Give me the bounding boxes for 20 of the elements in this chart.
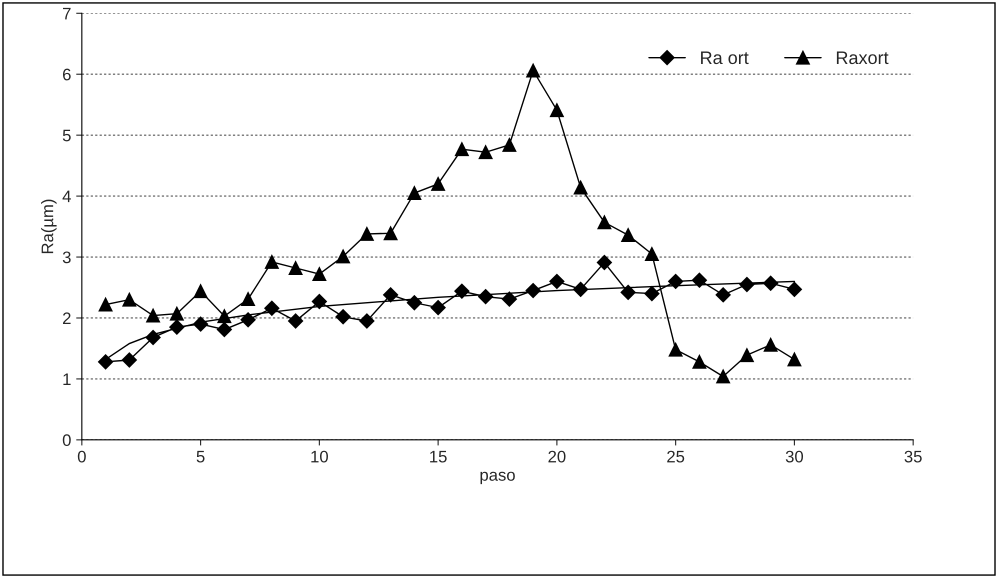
x-tick-label: 25	[667, 450, 684, 463]
x-tick-label: 20	[548, 450, 566, 463]
legend-label: Raxort	[836, 52, 888, 64]
y-tick-label: 1	[63, 373, 71, 385]
x-axis-title: paso	[480, 472, 515, 484]
y-tick-label: 3	[62, 251, 71, 264]
x-tick-label: 0	[78, 450, 86, 463]
x-tick-label: 35	[904, 450, 922, 463]
y-tick-label: 7	[63, 8, 71, 20]
y-axis-title: Ra(µm)	[41, 200, 57, 254]
y-tick-label: 6	[62, 68, 71, 80]
y-tick-label: 4	[62, 190, 71, 202]
x-tick-label: 30	[786, 450, 804, 463]
y-tick-label: 2	[62, 312, 71, 324]
legend-label: Ra ort	[701, 52, 749, 64]
y-tick-label: 0	[62, 434, 71, 446]
x-tick-label: 15	[430, 450, 447, 463]
y-tick-label: 5	[62, 130, 71, 142]
x-tick-label: 5	[196, 450, 205, 463]
x-tick-label: 10	[311, 450, 328, 463]
